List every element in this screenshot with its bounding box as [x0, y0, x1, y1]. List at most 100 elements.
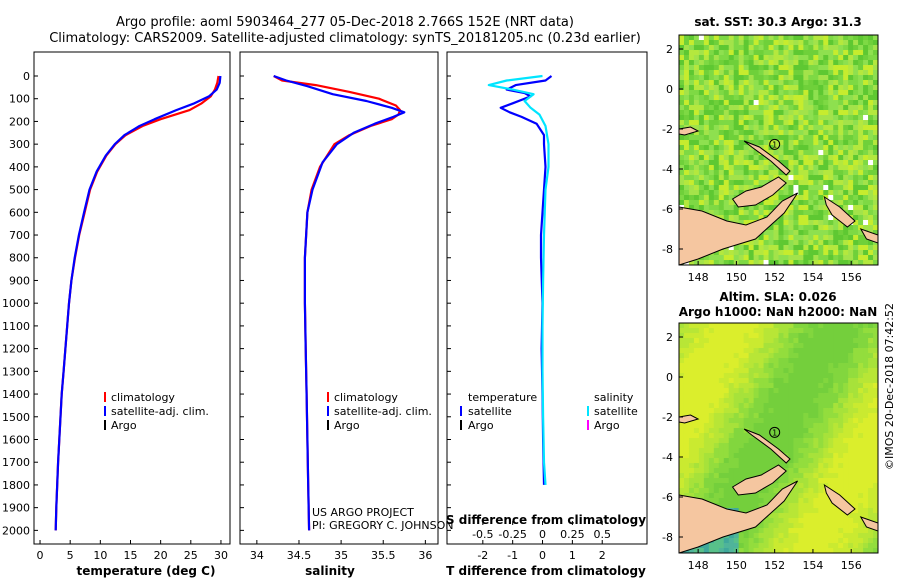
- map-cell: [783, 548, 790, 553]
- map-cell: [683, 473, 690, 479]
- map-cell: [693, 323, 700, 329]
- map-cell: [823, 423, 829, 429]
- map-cell: [853, 145, 859, 151]
- map-cell: [723, 175, 730, 181]
- map-cell: [868, 150, 874, 156]
- map-cell: [853, 413, 859, 419]
- map-cell: [768, 175, 775, 181]
- map-cell: [853, 513, 859, 519]
- depth-tick-label: 500: [9, 184, 30, 197]
- legend-argo-label: Argo: [111, 419, 137, 432]
- map-cell: [728, 368, 735, 374]
- map-cell: [753, 413, 760, 419]
- map-cell: [838, 418, 844, 424]
- map-cell: [803, 250, 809, 256]
- map-cell: [763, 35, 770, 41]
- map-cell: [768, 120, 775, 126]
- map-cell: [858, 240, 864, 246]
- map-cell: [703, 170, 710, 176]
- map-cell: [818, 488, 824, 494]
- map-cell: [858, 205, 864, 211]
- map-cell: [743, 503, 750, 509]
- map-cell: [778, 378, 785, 384]
- map-cell: [748, 100, 755, 106]
- map-cell: [733, 438, 740, 444]
- map-cell: [748, 498, 755, 504]
- map-cell: [698, 170, 705, 176]
- map-cell: [843, 473, 849, 479]
- map-cell: [753, 353, 760, 359]
- map-cell: [728, 260, 735, 265]
- map-cell: [853, 503, 859, 509]
- map-cell: [763, 538, 770, 544]
- map-cell: [843, 548, 849, 553]
- map-cell: [688, 160, 695, 166]
- map-cell: [703, 125, 710, 131]
- map-cell: [793, 438, 799, 444]
- map-cell: [793, 140, 799, 146]
- map-cell: [703, 165, 710, 171]
- map-cell: [823, 210, 829, 216]
- map-cell: [823, 145, 829, 151]
- map-cell: [808, 240, 814, 246]
- map-cell: [808, 338, 814, 344]
- map-cell: [783, 463, 790, 469]
- map-cell: [778, 538, 785, 544]
- map-cell: [803, 155, 809, 161]
- map-cell: [723, 543, 730, 549]
- map-cell: [703, 543, 710, 549]
- map-cell: [873, 503, 878, 509]
- map-cell: [718, 438, 725, 444]
- map-cell: [763, 518, 770, 524]
- map-cell: [733, 408, 740, 414]
- map-cell: [693, 135, 700, 141]
- map-cell: [758, 120, 765, 126]
- map-cell: [853, 458, 859, 464]
- map-cell: [708, 453, 715, 459]
- map-cell: [868, 185, 874, 191]
- map-cell: [873, 478, 878, 484]
- map-cell: [698, 150, 705, 156]
- map-cell: [868, 160, 874, 166]
- map-cell: [778, 463, 785, 469]
- map-cell: [823, 255, 829, 261]
- map-cell: [823, 443, 829, 449]
- map-cell: [743, 323, 750, 329]
- map-cell: [753, 363, 760, 369]
- map-cell: [683, 80, 690, 86]
- map-cell: [848, 225, 854, 231]
- map-cell: [798, 358, 804, 364]
- map-cell: [848, 353, 854, 359]
- map-cell: [858, 140, 864, 146]
- map-cell: [853, 348, 859, 354]
- map-cell: [763, 55, 770, 61]
- map-cell: [823, 478, 829, 484]
- map-cell: [743, 95, 750, 101]
- map-cell: [693, 438, 700, 444]
- map-cell: [743, 433, 750, 439]
- map-cell: [858, 75, 864, 81]
- map-cell: [813, 533, 819, 539]
- map-cell: [703, 80, 710, 86]
- depth-tick-label: 2000: [2, 524, 30, 537]
- map-cell: [793, 180, 799, 186]
- map-cell: [693, 368, 700, 374]
- map-cell: [758, 378, 765, 384]
- map-cell: [738, 95, 745, 101]
- map-cell: [773, 383, 780, 389]
- map-cell: [748, 323, 755, 329]
- map-cell: [773, 170, 780, 176]
- map-cell: [733, 498, 740, 504]
- map-cell: [813, 463, 819, 469]
- map-cell: [778, 418, 785, 424]
- map-cell: [808, 508, 814, 514]
- map-cell: [738, 35, 745, 41]
- map-cell: [693, 343, 700, 349]
- map-cell: [793, 418, 799, 424]
- map-cell: [723, 135, 730, 141]
- map-cell: [833, 373, 839, 379]
- map-cell: [738, 503, 745, 509]
- map-cell: [873, 408, 878, 414]
- map-cell: [688, 348, 695, 354]
- map-cell: [783, 130, 790, 136]
